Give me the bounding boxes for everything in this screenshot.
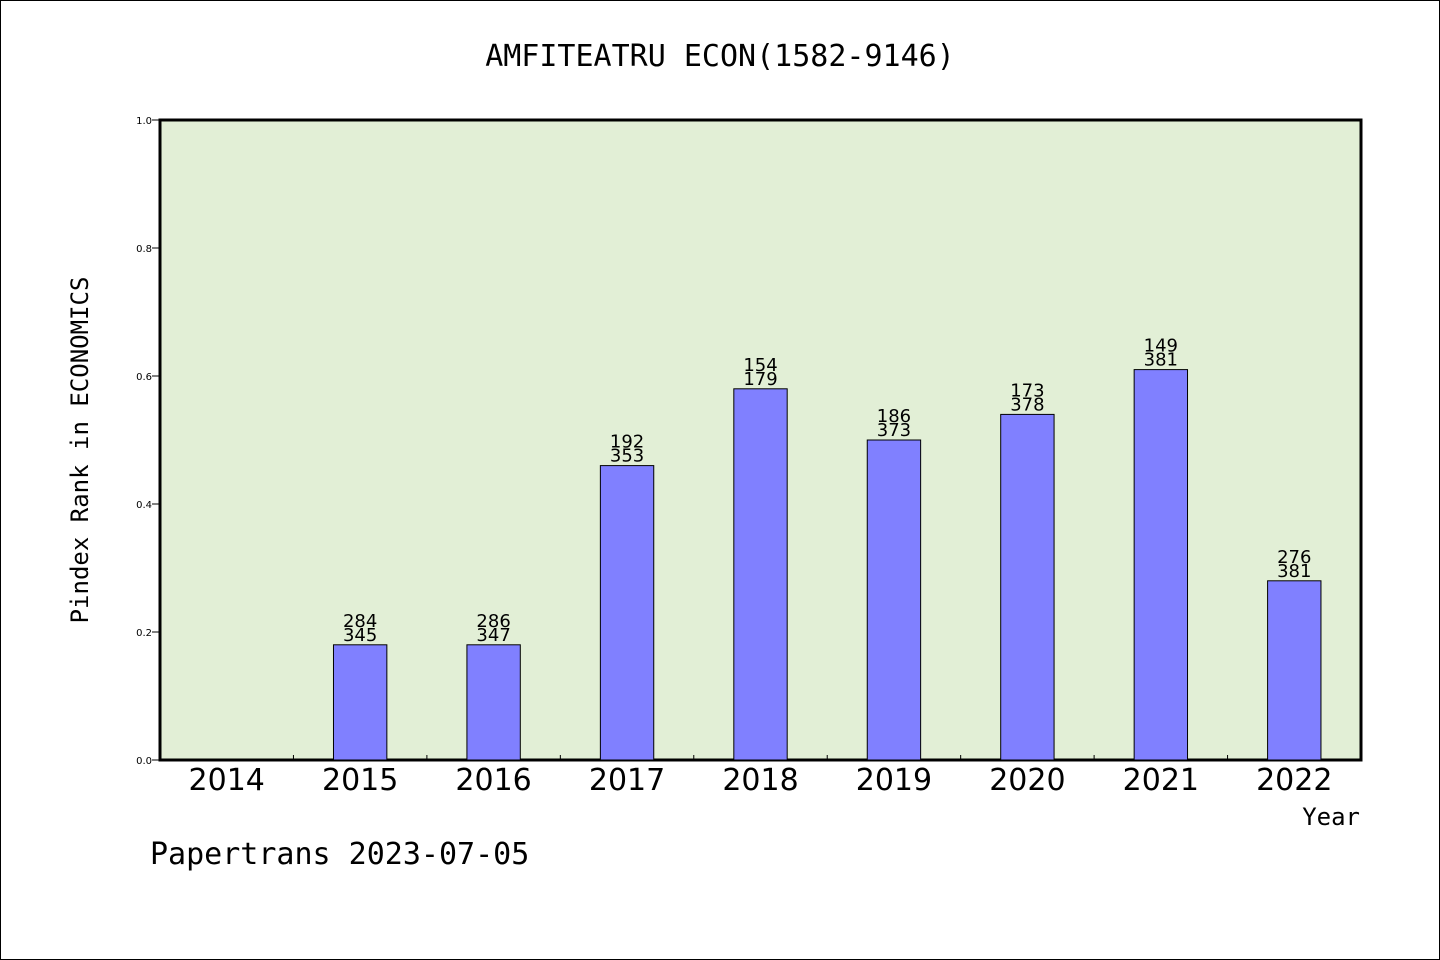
bar-labels-group: 2843452863471923531541791863731733781493… [343, 336, 1311, 646]
bar-label-bottom: 381 [1144, 350, 1178, 371]
bar-label-top: 276 [1277, 547, 1311, 568]
bar-2022 [1267, 580, 1322, 761]
footer-text: Papertrans 2023-07-05 [150, 837, 529, 872]
bar-label-bottom: 373 [877, 420, 911, 441]
bar-label-bottom: 179 [743, 369, 777, 390]
y-axis-ticks: 0.0 0.2 0.4 0.6 0.8 1.0 [136, 116, 160, 767]
y-tick-label: 0.8 [136, 244, 152, 255]
bar-label-top: 284 [343, 611, 377, 632]
bar-label-top: 173 [1010, 380, 1044, 401]
y-tick-label: 0.4 [136, 500, 152, 511]
bar-label-top: 186 [877, 406, 911, 427]
bar-2021 [1133, 369, 1189, 761]
y-tick-label: 0.6 [136, 372, 152, 383]
bar-label-top: 286 [476, 611, 510, 632]
x-tick-label: 2020 [989, 763, 1065, 798]
x-tick-label: 2018 [722, 763, 798, 798]
x-tick-label: 2016 [455, 763, 531, 798]
x-axis-label: Year [1302, 803, 1360, 831]
bar-2019 [866, 439, 922, 761]
bar-label-top: 149 [1144, 336, 1178, 357]
y-tick-label: 0.0 [136, 756, 152, 767]
x-tick-label: 2021 [1123, 763, 1199, 798]
bar-label-bottom: 353 [610, 446, 644, 467]
y-axis-label: Pindex Rank in ECONOMICS [66, 277, 94, 624]
bars-group [332, 369, 1322, 761]
x-tick-label: 2014 [189, 763, 265, 798]
y-tick-label: 0.2 [136, 628, 152, 639]
chart-title: AMFITEATRU ECON(1582-9146) [485, 39, 955, 74]
bar-label-bottom: 378 [1010, 394, 1044, 415]
bar-2020 [1000, 413, 1055, 761]
x-tick-label: 2015 [322, 763, 398, 798]
x-tick-label: 2019 [856, 763, 932, 798]
bar-2015 [332, 644, 388, 761]
y-tick-label: 1.0 [136, 116, 152, 127]
bar-2017 [599, 465, 655, 761]
bar-label-bottom: 381 [1277, 561, 1311, 582]
bar-label-top: 154 [743, 355, 777, 376]
x-tick-label: 2017 [589, 763, 665, 798]
bar-label-top: 192 [610, 432, 644, 453]
bar-2018 [733, 388, 788, 761]
x-tick-label: 2022 [1256, 763, 1332, 798]
bar-label-bottom: 345 [343, 625, 377, 646]
x-axis-ticks: 2014 2015 2016 2017 2018 2019 2020 2021 2022 [189, 755, 1332, 798]
bar-2016 [466, 644, 521, 761]
bar-label-bottom: 347 [476, 625, 510, 646]
